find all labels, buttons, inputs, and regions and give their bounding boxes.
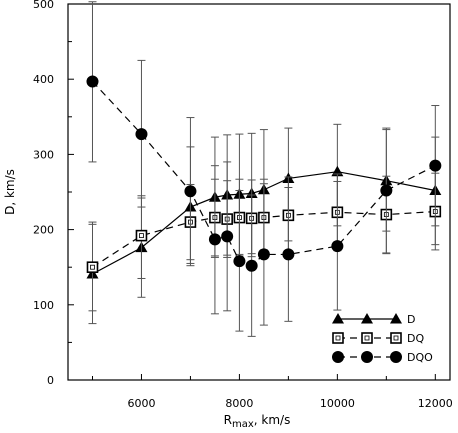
circle-marker [208, 233, 221, 246]
tick-marks: 6000 8000 10000 12000 0 100 200 300 400 500 [33, 0, 453, 410]
series-line [92, 210, 436, 268]
legend: D DQ DQO [332, 313, 433, 364]
plot-area [67, 3, 451, 381]
series-line [92, 171, 436, 275]
triangle-marker [390, 313, 402, 324]
circle-marker [282, 248, 295, 261]
x-axis-label-main: R [224, 413, 232, 427]
circle-marker [361, 351, 373, 363]
y-axis-label: D, km/s [3, 169, 17, 215]
x-tick-label: 12000 [418, 397, 453, 410]
triangle-marker [332, 313, 344, 324]
y-tick-label: 300 [33, 148, 54, 161]
legend-label: DQ [407, 332, 424, 345]
x-tick-label: 6000 [127, 397, 155, 410]
circle-marker [221, 230, 234, 243]
circle-marker [233, 255, 246, 268]
circle-marker [257, 248, 270, 261]
legend-label: D [407, 313, 415, 326]
legend-item-dqo: DQO [332, 351, 433, 364]
square-marker-inner [364, 335, 370, 341]
square-marker-inner [90, 264, 95, 270]
circle-marker [184, 185, 197, 198]
series-layer [86, 1, 442, 337]
legend-item-d: D [332, 313, 415, 326]
circle-marker [331, 240, 344, 253]
x-axis-label-unit: , km/s [254, 413, 291, 427]
circle-marker [135, 128, 148, 141]
circle-marker [245, 259, 258, 272]
circle-marker [380, 184, 393, 197]
y-tick-label: 400 [33, 73, 54, 86]
square-marker-inner [139, 233, 144, 239]
circle-marker [390, 351, 402, 363]
square-marker-inner [393, 335, 399, 341]
triangle-marker [361, 313, 373, 324]
x-axis-label-subscript: max [232, 419, 254, 430]
axis-labels: D, km/s Rmax, km/s [3, 169, 290, 430]
legend-label: DQO [407, 351, 433, 364]
series-line [92, 81, 436, 267]
legend-item-dq: DQ [332, 332, 424, 345]
y-tick-label: 0 [47, 374, 54, 387]
square-marker-inner [335, 335, 341, 341]
y-tick-label: 100 [33, 299, 54, 312]
x-tick-label: 8000 [225, 397, 253, 410]
y-tick-label: 200 [33, 224, 54, 237]
series-dqo [86, 1, 442, 337]
plot-frame [67, 3, 451, 381]
x-axis-label: Rmax, km/s [224, 413, 291, 430]
circle-marker [429, 159, 442, 172]
x-tick-label: 10000 [320, 397, 355, 410]
circle-marker [332, 351, 344, 363]
y-tick-label: 500 [33, 0, 54, 11]
circle-marker [86, 75, 99, 88]
